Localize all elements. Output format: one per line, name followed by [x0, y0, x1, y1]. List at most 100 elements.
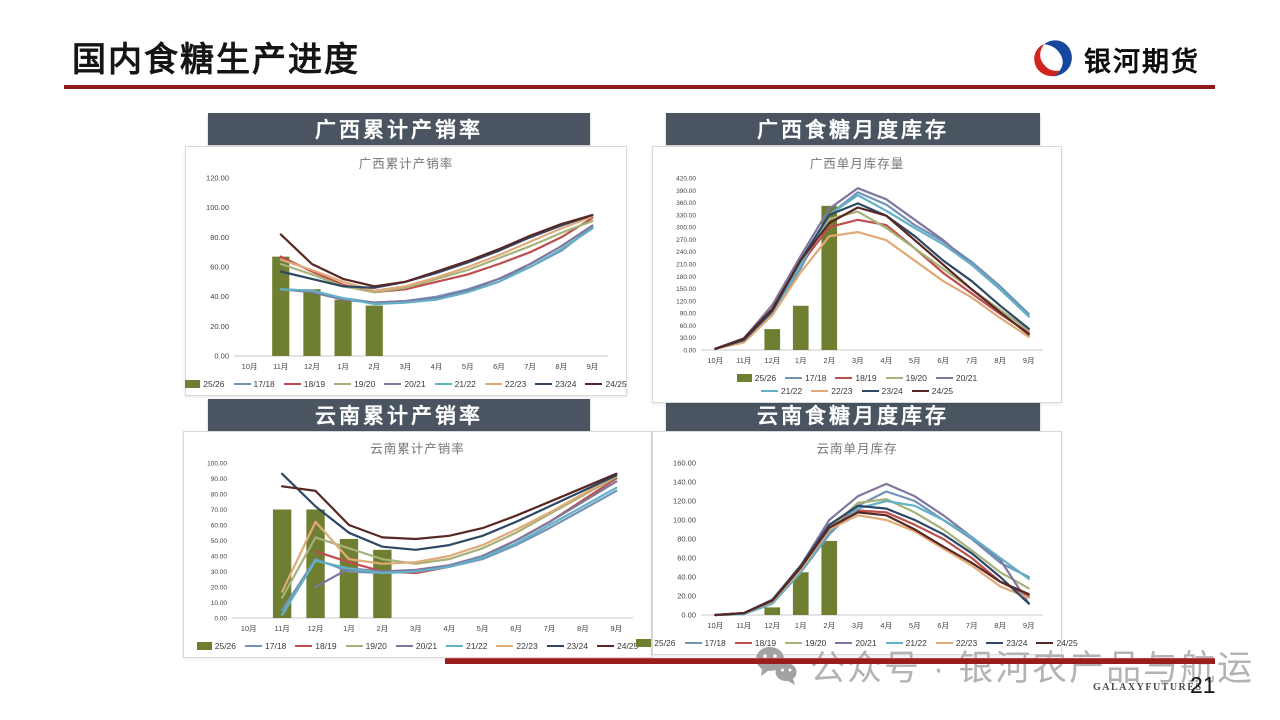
legend-label: 19/20 — [354, 379, 376, 389]
legend-line-swatch — [245, 644, 263, 648]
line-series-21/22 — [714, 499, 1030, 617]
legend-line-swatch — [785, 641, 803, 645]
legend-line-swatch — [861, 389, 879, 393]
chart-legend: 25/26 17/18 18/19 19/20 20/21 21/22 22/23 23/24… — [636, 637, 1078, 650]
legend-label: 22/23 — [955, 638, 978, 648]
y-tick-label: 390.00 — [676, 188, 696, 195]
chart-header-guangxi-stock: 广西食糖月度库存 — [666, 113, 1040, 145]
legend-label: 18/19 — [315, 641, 337, 651]
y-tick-label: 60.00 — [211, 523, 228, 530]
legend-line-swatch — [1036, 641, 1054, 645]
x-tick-label: 7月 — [966, 621, 978, 630]
legend-line-swatch — [434, 382, 452, 386]
bar-25/26 — [272, 256, 290, 356]
legend-line-swatch — [283, 382, 301, 386]
line-series-22/23 — [714, 231, 1030, 350]
legend-line-swatch — [446, 644, 464, 648]
y-tick-label: 20.00 — [210, 322, 229, 331]
y-tick-label: 10.00 — [211, 600, 228, 607]
y-tick-label: 20.00 — [677, 592, 696, 601]
x-tick-label: 10月 — [241, 624, 257, 633]
legend-label: 17/18 — [704, 638, 726, 648]
line-series-23/24 — [714, 504, 1030, 617]
brand-logo: 银河期货 — [1030, 36, 1200, 82]
line-series-17/18 — [714, 490, 1030, 617]
y-tick-label: 120.00 — [206, 174, 229, 183]
y-tick-label: 0.00 — [683, 348, 696, 355]
y-tick-label: 210.00 — [676, 262, 696, 269]
legend-item: 19/20 — [885, 373, 927, 383]
y-tick-label: 270.00 — [676, 237, 696, 244]
x-tick-label: 8月 — [994, 356, 1006, 365]
legend-line-swatch — [484, 382, 502, 386]
y-tick-label: 60.00 — [680, 323, 697, 330]
x-tick-label: 2月 — [823, 356, 835, 365]
legend-label: 25/26 — [754, 373, 777, 383]
chart-inner-title: 云南累计产销率 — [370, 442, 465, 456]
x-tick-label: 12月 — [308, 624, 324, 633]
y-tick-label: 40.00 — [677, 573, 696, 582]
page-number: 21 — [1190, 672, 1216, 698]
galaxy-swirl-icon — [1034, 40, 1072, 77]
legend-item: 22/23 — [484, 379, 526, 389]
legend-item: 23/24 — [546, 641, 588, 651]
legend-line-swatch — [295, 644, 313, 648]
legend-item: 25/26 — [736, 373, 777, 383]
line-series-24/25 — [281, 472, 618, 541]
bar-25/26 — [821, 540, 838, 615]
legend-label: 25/26 — [654, 638, 676, 648]
title-underline — [64, 85, 1215, 89]
y-tick-label: 180.00 — [676, 274, 696, 281]
x-tick-label: 9月 — [610, 624, 622, 633]
legend-label: 25/26 — [203, 379, 225, 389]
legend-line-swatch — [785, 376, 803, 380]
legend-item: 25/26 — [196, 641, 236, 651]
y-tick-label: 360.00 — [676, 200, 696, 207]
legend-item: 18/19 — [835, 373, 877, 383]
x-tick-label: 12月 — [764, 621, 780, 630]
y-tick-label: 0.00 — [214, 616, 227, 623]
legend-line-swatch — [885, 376, 903, 380]
chart-legend: 25/26 17/18 18/19 19/20 20/21 21/22 22/23 23/24… — [185, 378, 627, 391]
legend-label: 20/21 — [855, 638, 877, 648]
line-series-24/25 — [714, 511, 1030, 617]
line-series-19/20 — [714, 210, 1030, 350]
legend-line-swatch — [760, 389, 778, 393]
legend-row: 21/22 22/23 23/24 24/25 — [760, 386, 954, 396]
legend-bar-swatch — [636, 639, 652, 647]
y-tick-label: 120.00 — [673, 497, 696, 506]
legend-line-swatch — [535, 382, 553, 386]
chart-plot: 0.00 10.00 20.00 30.00 40.00 50.00 60.00 70.00 8… — [207, 461, 633, 633]
x-tick-label: 8月 — [577, 624, 589, 633]
x-tick-label: 4月 — [443, 624, 455, 633]
x-tick-label: 3月 — [410, 624, 422, 633]
legend-bar-swatch — [196, 642, 212, 650]
legend-item: 19/20 — [345, 641, 387, 651]
y-tick-label: 40.00 — [211, 554, 228, 561]
legend-label: 21/22 — [780, 386, 803, 396]
x-tick-label: 3月 — [400, 362, 412, 371]
chart-panel-yunnan-stock: 云南单月库存 0.00 20.00 40.00 60.00 80.00 100.00 120… — [636, 431, 1078, 655]
x-tick-label: 10月 — [242, 362, 258, 371]
y-tick-label: 30.00 — [211, 569, 228, 576]
x-tick-label: 5月 — [477, 624, 489, 633]
legend-label: 23/24 — [881, 386, 903, 396]
legend-label: 18/19 — [855, 373, 877, 383]
legend-label: 20/21 — [955, 373, 978, 383]
legend-item: 25/26 — [636, 638, 676, 648]
line-series-21/22 — [281, 486, 618, 616]
x-tick-label: 7月 — [544, 624, 556, 633]
legend-line-swatch — [233, 382, 251, 386]
x-tick-label: 2月 — [377, 624, 389, 633]
chart-panel-guangxi-ratio: 广西累计产销率 0.00 20.00 40.00 60.00 80.00 100.00 12… — [185, 146, 627, 396]
legend-line-swatch — [596, 644, 614, 648]
legend-label: 24/25 — [931, 386, 954, 396]
legend-line-swatch — [885, 641, 903, 645]
y-tick-label: 160.00 — [673, 459, 696, 468]
legend-label: 17/18 — [253, 379, 275, 389]
legend-item: 22/23 — [496, 641, 538, 651]
x-tick-label: 5月 — [909, 621, 921, 630]
legend-line-swatch — [684, 641, 702, 645]
bar-25/26 — [334, 299, 352, 356]
legend-label: 22/23 — [516, 641, 538, 651]
